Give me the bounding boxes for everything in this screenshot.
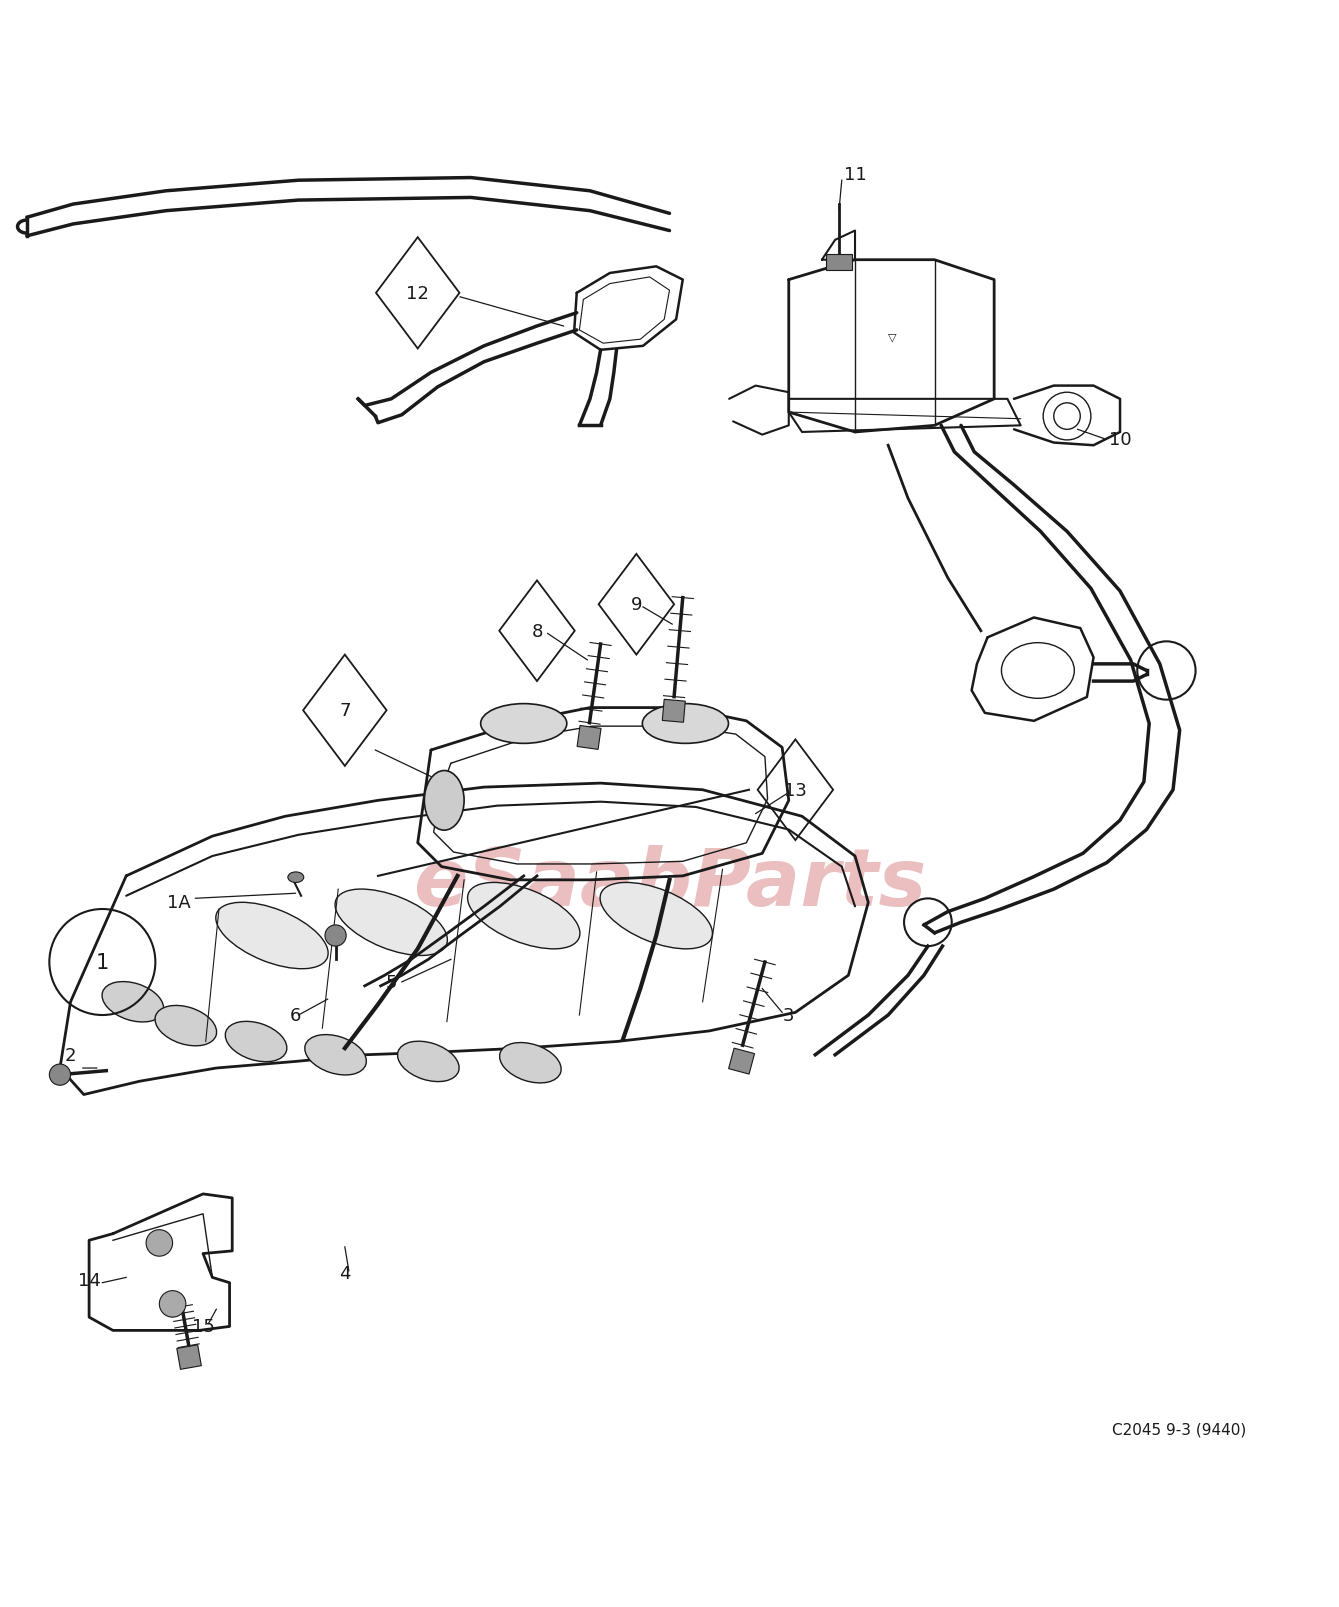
Ellipse shape (288, 873, 304, 882)
Ellipse shape (398, 1041, 459, 1082)
FancyBboxPatch shape (826, 256, 853, 272)
Ellipse shape (155, 1006, 217, 1046)
Text: 11: 11 (844, 166, 866, 183)
Ellipse shape (335, 890, 447, 956)
Text: 9: 9 (631, 596, 643, 614)
Text: eSaabParts: eSaabParts (412, 844, 927, 922)
Bar (577, 726, 601, 750)
Text: 3: 3 (783, 1006, 794, 1024)
Text: 10: 10 (1109, 431, 1131, 448)
Ellipse shape (102, 982, 163, 1022)
Text: 6: 6 (291, 1006, 301, 1024)
Text: C2045 9-3 (9440): C2045 9-3 (9440) (1111, 1422, 1245, 1437)
Circle shape (159, 1290, 186, 1318)
Ellipse shape (467, 882, 580, 950)
Text: 15: 15 (191, 1318, 214, 1335)
Text: 1A: 1A (167, 893, 191, 911)
Text: 5: 5 (386, 974, 396, 992)
Ellipse shape (643, 704, 728, 744)
Circle shape (146, 1229, 173, 1257)
Ellipse shape (216, 903, 328, 969)
Text: 1: 1 (95, 953, 108, 972)
Text: 13: 13 (783, 781, 807, 799)
Text: 4: 4 (339, 1265, 351, 1282)
Ellipse shape (225, 1022, 287, 1062)
Bar (663, 701, 686, 723)
Text: 12: 12 (406, 284, 430, 302)
Text: 8: 8 (532, 622, 542, 640)
Bar (177, 1345, 201, 1369)
Ellipse shape (305, 1035, 367, 1075)
Circle shape (325, 926, 347, 947)
Text: 7: 7 (339, 702, 351, 720)
Ellipse shape (481, 704, 566, 744)
Circle shape (50, 1064, 71, 1086)
Ellipse shape (499, 1043, 561, 1083)
Text: 2: 2 (64, 1046, 76, 1064)
Text: 14: 14 (78, 1271, 100, 1289)
Text: ▽: ▽ (888, 333, 896, 342)
Ellipse shape (424, 771, 465, 831)
Ellipse shape (600, 882, 712, 950)
Bar (728, 1048, 755, 1075)
